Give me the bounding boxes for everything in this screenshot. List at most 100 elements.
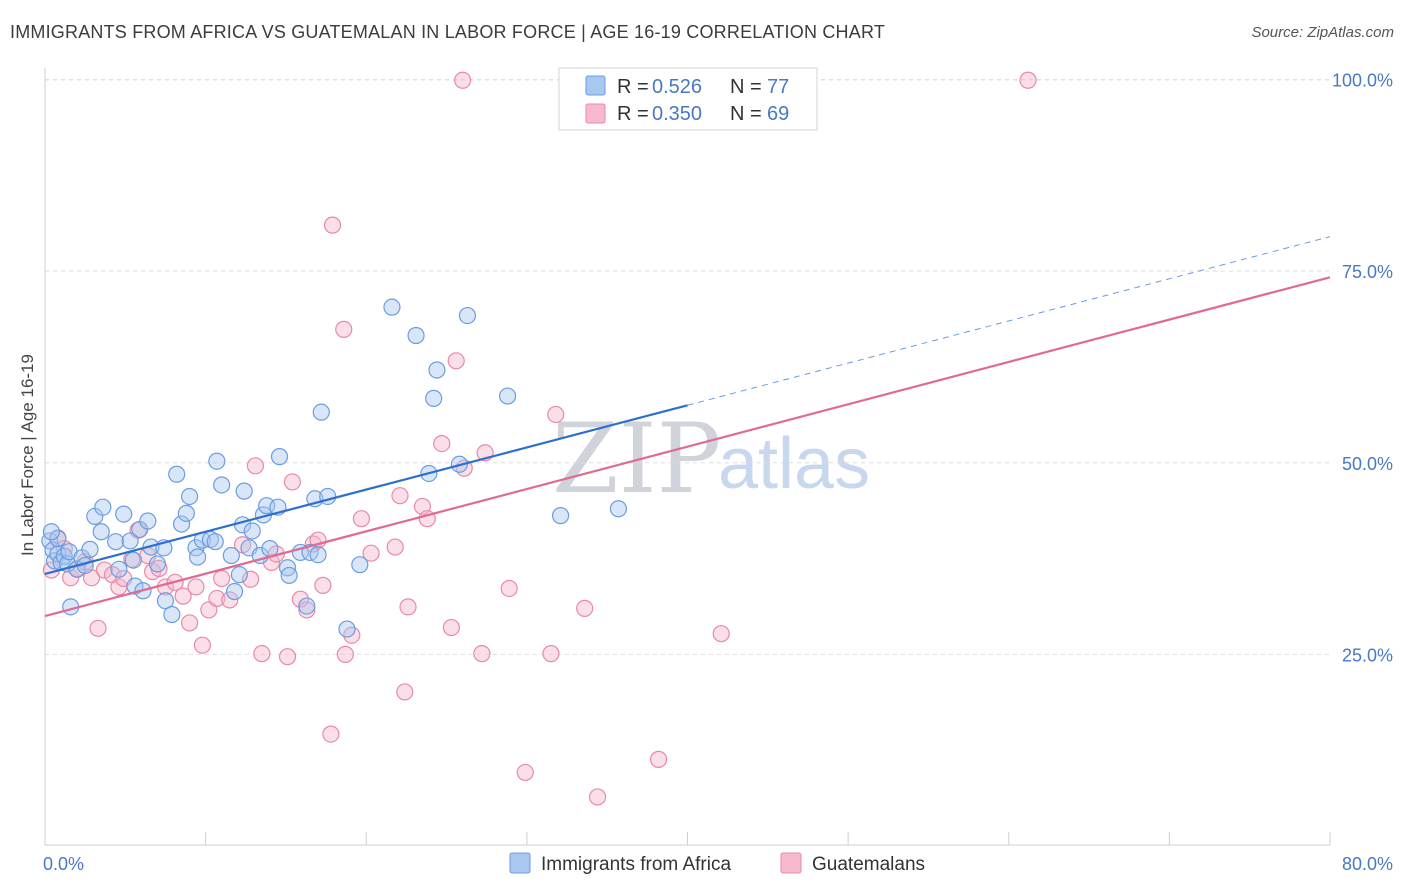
africa-data-point (222, 546, 240, 565)
legend-africa-n-label: N = (730, 76, 762, 98)
africa-trend-line (44, 404, 688, 575)
guatemalan-data-point (588, 788, 607, 806)
legend-guatemalans-r-label: R = (617, 103, 649, 125)
source-credit: Source: ZipAtlas.com (1251, 24, 1394, 41)
africa-data-point (280, 566, 298, 585)
africa-data-point (425, 389, 443, 407)
africa-data-point (110, 560, 128, 578)
africa-data-point (225, 582, 244, 601)
guatemalan-data-point (242, 570, 260, 588)
africa-data-point (121, 532, 139, 550)
africa-data-point (208, 452, 226, 470)
africa-data-point (139, 512, 157, 530)
guatemalan-data-point (391, 487, 409, 505)
africa-data-point (94, 498, 112, 516)
legend-guatemalans-r-value: 0.350 (652, 103, 702, 125)
africa-data-point (213, 476, 231, 494)
guatemalan-data-point (278, 648, 297, 666)
guatemalan-data-point (246, 457, 265, 475)
bottom-legend-label-guatemalans: Guatemalans (812, 854, 925, 875)
guatemalan-data-point (399, 598, 417, 616)
y-tick-label: 75.0% (1342, 262, 1393, 282)
guatemalan-data-point (516, 763, 534, 782)
africa-data-point (383, 298, 401, 316)
africa-data-point (312, 403, 330, 421)
guatemalan-data-point (253, 645, 271, 663)
y-tick-labels: 25.0% 50.0% 75.0% 100.0% (1332, 71, 1393, 666)
guatemalan-data-point (500, 579, 518, 598)
guatemalan-data-point (336, 645, 354, 663)
africa-data-point (107, 533, 125, 551)
guatemalan-data-point (454, 71, 472, 89)
guatemalan-data-point (547, 405, 565, 424)
guatemalan-data-point (283, 473, 301, 491)
guatemalan-data-point (362, 544, 380, 562)
guatemalan-data-point (193, 636, 212, 654)
guatemalan-data-point (1019, 71, 1037, 89)
guatemalan-data-point (335, 320, 353, 338)
guatemalan-data-point (298, 601, 316, 619)
guatemalan-data-point (322, 725, 340, 743)
watermark: ZIP atlas (552, 403, 870, 515)
guatemalan-data-point (174, 587, 192, 605)
bottom-legend-swatch-guatemalans (780, 852, 802, 874)
africa-data-point (298, 597, 316, 615)
guatemalan-data-point (187, 578, 205, 596)
africa-data-point (338, 620, 356, 638)
y-axis-title: In Labor Force | Age 16-19 (18, 354, 37, 556)
guatemalan-data-point (442, 618, 460, 637)
guatemalan-data-point (352, 510, 371, 528)
legend-swatch-guatemalans (585, 103, 606, 124)
bottom-legend-swatch-africa (509, 852, 531, 874)
africa-data-point (42, 523, 61, 541)
africa-data-point (609, 500, 628, 518)
series-guatemalans-points (42, 71, 1037, 806)
africa-data-point (115, 505, 133, 523)
guatemalan-trend-line (44, 276, 1331, 618)
guatemalan-data-point (542, 645, 560, 663)
africa-data-point (206, 533, 224, 551)
legend-guatemalans-n-value: 69 (767, 103, 789, 125)
series-africa-points (41, 298, 628, 638)
chart-title: IMMIGRANTS FROM AFRICA VS GUATEMALAN IN … (10, 22, 886, 42)
bottom-legend: Immigrants from Africa Guatemalans (509, 852, 925, 875)
legend-africa-r-value: 0.526 (652, 76, 702, 98)
x-tick-label: 80.0% (1342, 854, 1393, 874)
guatemalan-data-point (473, 645, 491, 663)
y-tick-label: 100.0% (1332, 71, 1393, 91)
africa-data-point (92, 523, 110, 541)
y-tick-label: 25.0% (1342, 645, 1393, 665)
trend-lines (44, 236, 1331, 618)
legend-swatch-africa (585, 75, 606, 96)
axes (44, 68, 1331, 846)
africa-data-point (177, 504, 195, 522)
africa-data-point (49, 530, 67, 548)
guatemalan-data-point (213, 569, 231, 588)
legend-box: R = 0.526 N = 77 R = 0.350 N = 69 (558, 67, 818, 131)
guatemalan-data-point (386, 538, 404, 556)
watermark-atlas: atlas (718, 424, 870, 504)
africa-data-point (270, 448, 289, 466)
africa-data-point (235, 482, 253, 500)
guatemalan-data-point (396, 683, 414, 701)
guatemalan-data-point (180, 614, 199, 632)
guatemalan-data-point (314, 576, 332, 594)
guatemalan-data-point (433, 434, 451, 453)
guatemalan-data-point (89, 619, 107, 637)
africa-data-point (124, 551, 142, 569)
africa-data-point (168, 465, 186, 483)
africa-data-point (552, 507, 570, 525)
y-tick-label: 50.0% (1342, 454, 1393, 474)
africa-data-point (163, 605, 181, 624)
legend-africa-n-value: 77 (767, 76, 789, 98)
legend-africa-r-label: R = (617, 76, 649, 98)
africa-data-point (156, 592, 175, 610)
africa-data-point (148, 555, 167, 573)
bottom-legend-label-africa: Immigrants from Africa (541, 854, 731, 875)
africa-trend-extension (687, 236, 1331, 406)
guatemalan-data-point (576, 599, 594, 617)
guatemalan-data-point (323, 216, 342, 234)
guatemalan-data-point (208, 589, 226, 608)
guatemalan-data-point (95, 561, 114, 579)
africa-data-point (172, 515, 191, 533)
